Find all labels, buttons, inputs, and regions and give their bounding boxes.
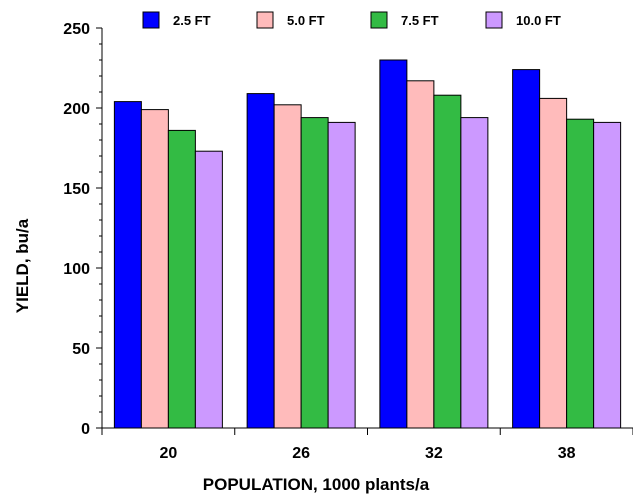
y-tick-labels: 0 50 100 150 200 250 (63, 21, 90, 438)
bar-2-5-ft-38 (512, 69, 541, 429)
bar-5-0-ft-26 (273, 104, 302, 429)
bar-5-0-ft-32 (406, 80, 435, 429)
legend-swatch (370, 11, 388, 29)
bar-5-0-ft-20 (140, 109, 169, 429)
bar-10-0-ft-32 (460, 117, 489, 429)
y-tick-label: 250 (63, 21, 90, 38)
x-tick-label: 38 (558, 445, 576, 462)
legend-label: 7.5 FT (401, 13, 439, 28)
legend-label: 2.5 FT (173, 13, 211, 28)
legend: 2.5 FT 5.0 FT 7.5 FT 10.0 FT (142, 11, 561, 29)
y-tick-label: 50 (72, 341, 90, 358)
x-axis-title: POPULATION, 1000 plants/a (203, 475, 430, 494)
legend-swatch (485, 11, 503, 29)
legend-label: 5.0 FT (287, 13, 325, 28)
bar-2-5-ft-32 (379, 59, 408, 429)
legend-swatch (142, 11, 160, 29)
bars (113, 59, 622, 429)
x-tick-label: 32 (425, 445, 443, 462)
y-tick-label: 0 (81, 421, 90, 438)
bar-7-5-ft-38 (566, 118, 595, 429)
x-tick-label: 20 (159, 445, 177, 462)
bar-7-5-ft-32 (433, 94, 462, 429)
bar-7-5-ft-26 (300, 117, 329, 429)
bar-10-0-ft-38 (593, 121, 622, 429)
bar-10-0-ft-26 (327, 121, 356, 429)
y-tick-label: 100 (63, 261, 90, 278)
bar-7-5-ft-20 (167, 129, 196, 429)
legend-swatch (256, 11, 274, 29)
axes (96, 27, 633, 435)
y-tick-label: 150 (63, 181, 90, 198)
x-tick-labels: 20 26 32 38 (159, 445, 575, 462)
bar-2-5-ft-20 (113, 101, 142, 429)
y-tick-label: 200 (63, 101, 90, 118)
bar-10-0-ft-20 (194, 150, 223, 429)
legend-label: 10.0 FT (516, 13, 561, 28)
bar-5-0-ft-38 (539, 97, 568, 429)
x-tick-label: 26 (292, 445, 310, 462)
y-axis-title: YIELD, bu/a (13, 218, 32, 313)
bar-2-5-ft-26 (246, 93, 275, 429)
